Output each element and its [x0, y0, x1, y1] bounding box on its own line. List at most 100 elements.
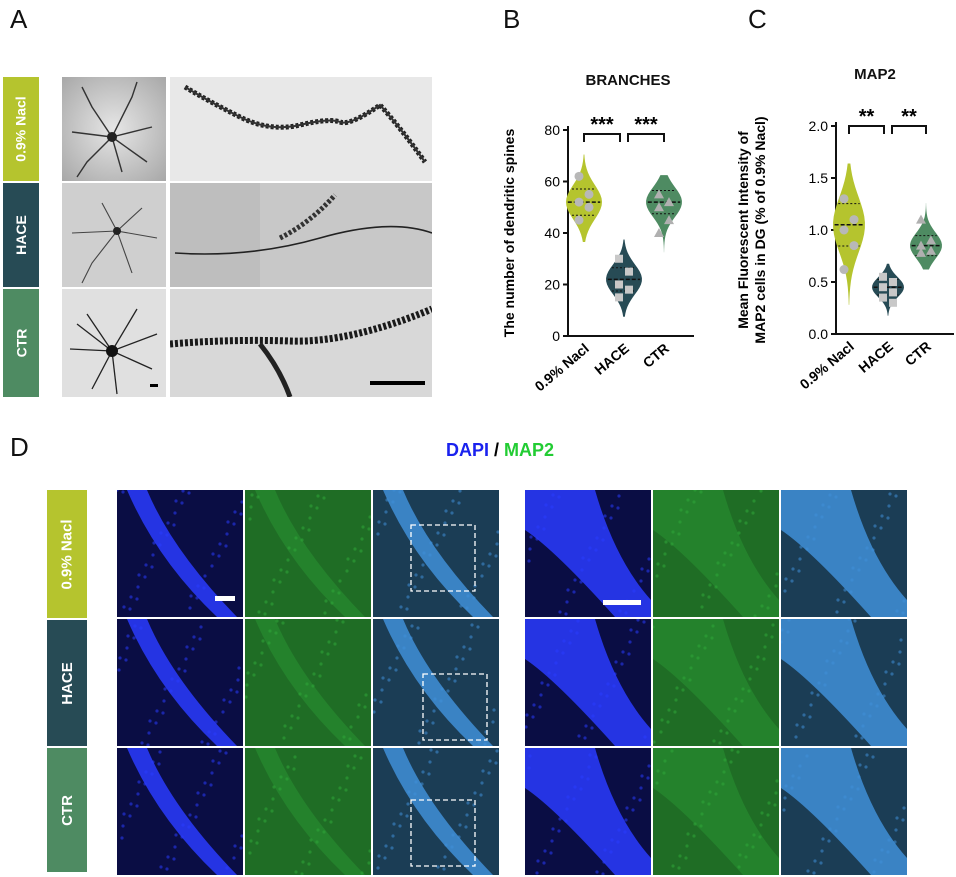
data-point [839, 265, 849, 275]
data-point [889, 278, 897, 286]
fluorescence-map2-zoom-row-0 [653, 490, 779, 617]
data-point [916, 240, 926, 250]
x-tick-label: 0.9% Nacl [797, 338, 857, 392]
panel-a-label-ctr: CTR [3, 289, 39, 397]
panel-a-label-hace: HACE [3, 183, 39, 287]
neuron-image-nacl [62, 77, 166, 181]
chart-b-title: BRANCHES [585, 72, 671, 89]
data-point [879, 272, 887, 281]
data-point [839, 225, 849, 235]
y-axis-label: Mean Fluorescent Intensity of [736, 131, 751, 329]
significance-bracket [627, 133, 665, 142]
fluorescence-merge-zoom-row-0 [781, 490, 907, 617]
data-point [615, 293, 623, 302]
violin-1 [606, 239, 642, 317]
y-tick-label: 0.0 [809, 326, 829, 342]
y-tick-label: 1.0 [809, 222, 829, 238]
fluorescence-map2-zoom-row-2 [653, 748, 779, 875]
fluorescence-merge-overview-row-2 [373, 748, 499, 875]
chart-c-title: MAP2 [854, 66, 896, 83]
y-axis-label: MAP2 cells in DG (% of 0.9% Nacl) [752, 116, 768, 343]
d-label-hace-text: HACE [58, 661, 76, 705]
d-label-nacl-text: 0.9% Nacl [58, 518, 76, 590]
label-hace-text: HACE [13, 215, 30, 255]
violin-2 [910, 202, 942, 270]
fluorescence-merge-overview-row-1 [373, 619, 499, 746]
y-tick-label: 0 [552, 328, 560, 344]
data-point [926, 235, 936, 245]
fluorescence-merge-zoom-row-2 [781, 748, 907, 875]
x-tick-label: CTR [640, 340, 672, 371]
violin-0 [566, 154, 602, 243]
fluorescence-dapi-zoom-row-2 [525, 748, 651, 875]
panel-d-title: DAPI / MAP2 [400, 440, 600, 461]
fluorescence-merge-overview-row-0 [373, 490, 499, 617]
fluorescence-dapi-zoom-row-0 [525, 490, 651, 617]
significance-stars: ** [901, 106, 917, 128]
chart-map2: 0.0 0.5 1.0 1.5 2.0 Mean Fluorescent Intensit… [735, 90, 956, 430]
data-point [849, 241, 859, 251]
dendrite-image-nacl [170, 77, 432, 181]
fluorescence-map2-overview-row-0 [245, 490, 371, 617]
dendrite-image-ctr [170, 289, 432, 397]
data-point [574, 215, 584, 225]
dapi-label: DAPI [445, 440, 489, 460]
panel-d-letter: D [10, 432, 29, 462]
data-point [664, 215, 674, 225]
violin-1 [872, 263, 904, 316]
significance-bracket [891, 125, 927, 134]
data-point [849, 215, 859, 225]
label-ctr-text: CTR [13, 328, 29, 358]
y-tick-label: 0.5 [809, 274, 829, 290]
significance-stars: *** [590, 114, 614, 136]
fluorescence-dapi-overview-row-2 [117, 748, 243, 875]
data-point [654, 189, 664, 199]
chart-branches: 0 20 40 60 80 The number of dendritic spines 0… [500, 100, 710, 430]
violin-0 [833, 163, 865, 305]
dendrite-image-hace [170, 183, 432, 287]
fluorescence-map2-overview-row-2 [245, 748, 371, 875]
data-point [574, 197, 584, 207]
panel-d-label-hace: HACE [47, 620, 87, 746]
data-point [654, 228, 664, 237]
map2-label: MAP2 [504, 440, 555, 460]
panel-d-label-ctr: CTR [47, 748, 87, 872]
x-tick-label: 0.9% Nacl [532, 340, 592, 394]
x-tick-label: CTR [902, 338, 934, 369]
data-point [839, 194, 849, 204]
data-point [615, 280, 623, 289]
data-point [889, 298, 897, 307]
fluorescence-map2-zoom-row-1 [653, 619, 779, 746]
d-label-ctr-text: CTR [58, 794, 76, 826]
data-point [916, 214, 926, 224]
data-point [574, 171, 584, 181]
data-point [926, 245, 936, 255]
y-tick-label: 20 [544, 277, 560, 293]
panel-d-label-nacl: 0.9% Nacl [47, 490, 87, 618]
data-point [879, 283, 887, 292]
significance-bracket [848, 125, 885, 134]
y-tick-label: 40 [544, 225, 560, 241]
y-tick-label: 1.5 [809, 170, 829, 186]
data-point [664, 197, 674, 207]
neuron-image-ctr [62, 289, 166, 397]
fluorescence-dapi-zoom-row-1 [525, 619, 651, 746]
significance-bracket [583, 133, 621, 142]
panel-a-letter: A [10, 4, 28, 34]
data-point [889, 288, 897, 297]
panel-b-letter: B [503, 4, 521, 34]
data-point [615, 254, 623, 263]
fluorescence-map2-overview-row-1 [245, 619, 371, 746]
separator-label: / [488, 440, 504, 460]
panel-c-letter: C [748, 4, 767, 34]
y-tick-label: 2.0 [809, 118, 829, 134]
fluorescence-dapi-overview-row-0 [117, 490, 243, 617]
data-point [879, 293, 887, 302]
x-tick-label: HACE [591, 340, 632, 378]
neuron-image-hace [62, 183, 166, 287]
data-point [625, 267, 633, 276]
fluorescence-dapi-overview-row-1 [117, 619, 243, 746]
significance-stars: *** [634, 114, 658, 136]
y-axis-label: The number of dendritic spines [501, 129, 517, 338]
label-nacl-text: 0.9% Nacl [13, 96, 29, 162]
